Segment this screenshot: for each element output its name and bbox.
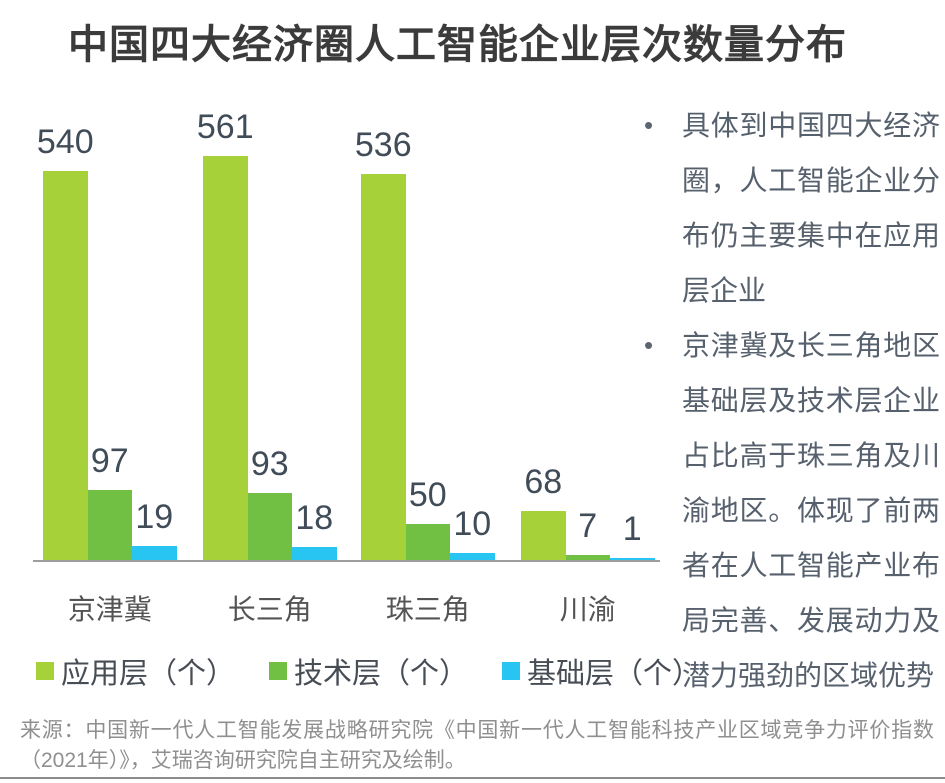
bar-value-label: 18 — [295, 499, 334, 538]
bar-川渝-series-2 — [610, 558, 655, 560]
bar-value-label: 10 — [453, 504, 492, 543]
bar-京津冀-series-2 — [132, 546, 177, 560]
legend-item-0: 应用层（个） — [36, 650, 235, 692]
legend-swatch-icon — [502, 662, 521, 680]
bar-value-label: 19 — [135, 498, 174, 537]
bar-珠三角-series-0 — [361, 174, 406, 560]
bar-珠三角-series-2 — [450, 552, 495, 560]
bar-长三角-series-2 — [292, 547, 337, 560]
bar-value-label: 97 — [90, 442, 129, 481]
bar-value-label: 7 — [578, 506, 598, 545]
page-title: 中国四大经济圈人工智能企业层次数量分布 — [68, 23, 847, 67]
legend-label: 技术层（个） — [294, 658, 469, 690]
insight-bullet-1: 京津冀及长三角地区基础层及技术层企业占比高于珠三角及川渝地区。体现了前两者在人工… — [638, 318, 940, 703]
x-axis-labels: 京津冀 长三角 珠三角 川渝 — [0, 588, 670, 625]
bar-value-label: 536 — [354, 126, 412, 165]
bottom-divider — [0, 777, 945, 779]
legend-swatch-icon — [36, 662, 54, 680]
bar-value-label: 540 — [36, 123, 94, 162]
insight-bullet-list: 具体到中国四大经济圈，人工智能企业分布仍主要集中在应用层企业京津冀及长三角地区基… — [638, 98, 940, 703]
bar-chart: 540 97 19 561 93 18 536 50 10 68 7 1 — [0, 100, 670, 562]
x-axis-label-京津冀: 京津冀 — [67, 594, 152, 625]
chart-legend: 应用层（个） 技术层（个） 基础层（个） — [36, 650, 701, 692]
bar-珠三角-series-1 — [405, 524, 450, 560]
legend-label: 应用层（个） — [61, 658, 236, 690]
bar-长三角-series-1 — [247, 493, 292, 560]
bar-京津冀-series-1 — [87, 490, 132, 560]
legend-item-1: 技术层（个） — [269, 650, 468, 692]
x-axis-label-珠三角: 珠三角 — [385, 594, 470, 625]
source-note: 来源：中国新一代人工智能发展战略研究院《中国新一代人工智能科技产业区域竞争力评价… — [20, 719, 934, 772]
bar-value-label: 561 — [196, 108, 254, 147]
insight-bullet-0: 具体到中国四大经济圈，人工智能企业分布仍主要集中在应用层企业 — [638, 98, 940, 318]
bar-value-label: 50 — [408, 476, 447, 514]
bar-长三角-series-0 — [203, 156, 248, 560]
bar-value-label: 1 — [622, 510, 642, 548]
bar-value-label: 68 — [524, 463, 563, 502]
x-axis-label-川渝: 川渝 — [559, 594, 616, 625]
x-axis-label-长三角: 长三角 — [227, 594, 312, 625]
bar-京津冀-series-0 — [43, 171, 88, 560]
bar-川渝-series-0 — [521, 511, 566, 560]
bar-value-label: 93 — [250, 445, 289, 484]
legend-swatch-icon — [269, 662, 288, 680]
x-axis-line — [33, 560, 660, 562]
bar-川渝-series-1 — [565, 554, 610, 560]
